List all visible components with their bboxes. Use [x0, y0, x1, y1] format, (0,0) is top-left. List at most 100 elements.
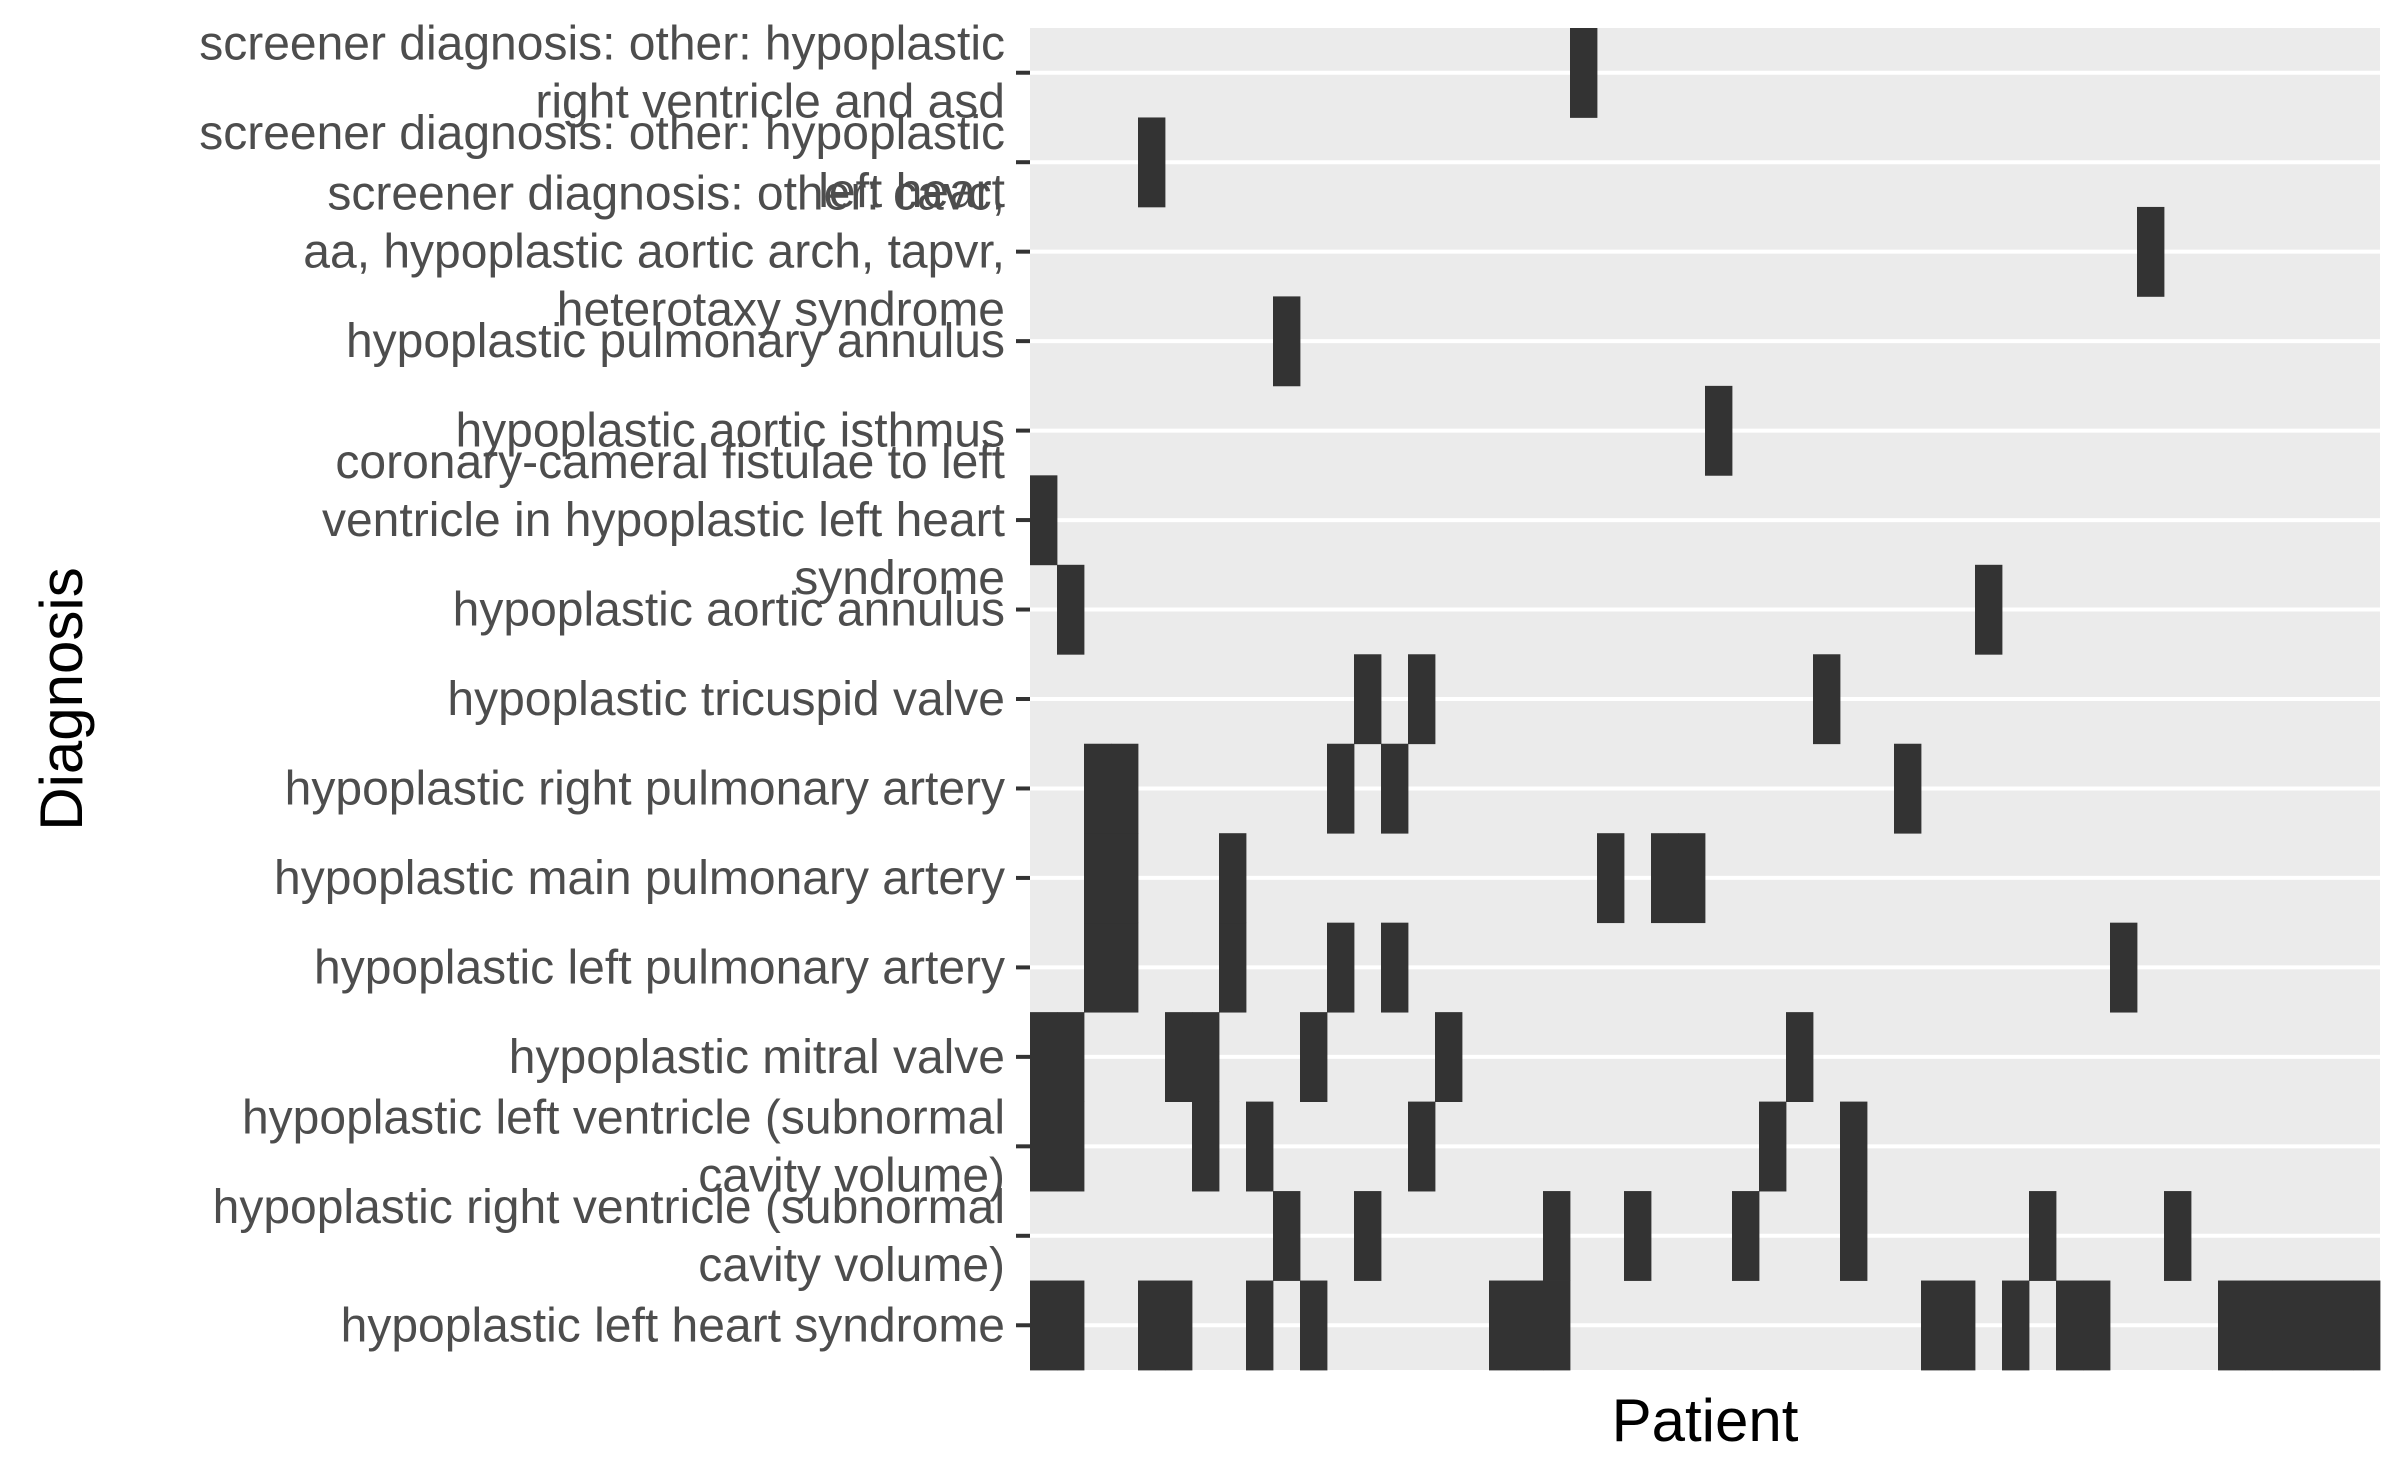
heatmap-cell — [1084, 922, 1112, 1013]
heatmap-cell — [1030, 1280, 1058, 1371]
heatmap-cell — [1057, 1280, 1085, 1371]
heatmap-cell — [1327, 743, 1355, 834]
heatmap-cell — [1273, 1191, 1301, 1281]
heatmap-cell — [1030, 1012, 1058, 1102]
y-tick-label-line: cavity volume) — [698, 1239, 1005, 1292]
heatmap-cell — [1165, 1280, 1193, 1371]
y-tick-label-line: hypoplastic pulmonary annulus — [346, 315, 1005, 368]
heatmap-cell — [1624, 1191, 1652, 1281]
y-tick-label: screener diagnosis: other: hypoplastic le… — [199, 107, 1005, 218]
y-tick-label-line: right ventricle and asd — [535, 76, 1005, 129]
heatmap-cell — [2056, 1280, 2084, 1371]
y-tick-label-line: hypoplastic right ventricle (subnormal — [213, 1181, 1005, 1234]
heatmap-cells — [1030, 28, 2381, 1371]
heatmap-cell — [1813, 654, 1841, 745]
heatmap-cell — [2002, 1280, 2030, 1371]
y-axis-title: Diagnosis — [28, 567, 95, 830]
y-tick-label-line: hypoplastic right pulmonary artery — [285, 762, 1005, 815]
y-tick-label-line: hypoplastic tricuspid valve — [447, 673, 1005, 726]
heatmap-cell — [2110, 922, 2138, 1013]
heatmap-cell — [2272, 1280, 2300, 1371]
heatmap-cell — [1246, 1101, 1274, 1192]
heatmap-cell — [1111, 743, 1139, 834]
heatmap-cell — [1273, 296, 1301, 387]
y-tick-label: hypoplastic tricuspid valve — [447, 673, 1005, 726]
heatmap-cell — [1516, 1280, 1544, 1371]
y-tick-label: hypoplastic pulmonary annulus — [346, 315, 1005, 368]
y-tick-label-line: hypoplastic aortic annulus — [453, 584, 1005, 637]
y-tick-label-line: screener diagnosis: other: cavc, — [327, 168, 1005, 221]
heatmap-cell — [1192, 1101, 1220, 1192]
y-tick-label-line: hypoplastic left heart syndrome — [341, 1299, 1005, 1352]
heatmap-cell — [1219, 922, 1247, 1013]
y-tick-label: hypoplastic main pulmonary artery — [274, 852, 1005, 905]
heatmap-cell — [1678, 833, 1706, 924]
heatmap-cell — [2083, 1280, 2111, 1371]
heatmap-cell — [1948, 1280, 1976, 1371]
y-tick-label-line: cavity volume) — [698, 1149, 1005, 1202]
y-tick-label-line: screener diagnosis: other: hypoplastic — [199, 18, 1005, 71]
y-tick-label-line: hypoplastic mitral valve — [509, 1031, 1005, 1084]
heatmap-cell — [1705, 385, 1733, 476]
heatmap-cell — [1300, 1012, 1328, 1102]
y-tick-label: hypoplastic right pulmonary artery — [285, 762, 1005, 815]
heatmap-cell — [2218, 1280, 2246, 1371]
y-tick-label-line: hypoplastic aortic isthmus — [455, 405, 1005, 458]
y-tick-label: hypoplastic mitral valve — [509, 1031, 1005, 1084]
y-tick-label-line: syndrome — [794, 552, 1005, 605]
heatmap-cell — [1192, 1012, 1220, 1102]
y-tick-label-line: aa, hypoplastic aortic arch, tapvr, — [303, 226, 1005, 279]
y-tick-label: hypoplastic aortic isthmus — [455, 405, 1005, 458]
y-axis-tick-labels: hypoplastic left heart syndrome hypoplast… — [199, 18, 1005, 1353]
heatmap-cell — [2299, 1280, 2327, 1371]
heatmap-cell — [1408, 1101, 1436, 1192]
y-tick-label: screener diagnosis: other: hypoplastic ri… — [199, 18, 1005, 129]
heatmap-cell — [1570, 28, 1598, 118]
y-tick-label: hypoplastic left pulmonary artery — [314, 941, 1005, 994]
heatmap-cell — [2353, 1280, 2381, 1371]
heatmap-cell — [1165, 1012, 1193, 1102]
heatmap-cell — [1111, 922, 1139, 1013]
y-axis-ticks — [1016, 70, 1030, 1328]
y-tick-label: coronary-cameral fistulae to left ventric… — [322, 436, 1005, 605]
heatmap-cell — [1084, 743, 1112, 834]
heatmap-cell — [1030, 1101, 1058, 1192]
heatmap-cell — [1381, 922, 1409, 1013]
heatmap-cell — [2029, 1191, 2057, 1281]
heatmap-cell — [1327, 922, 1355, 1013]
y-tick-label-line: hypoplastic left ventricle (subnormal — [242, 1091, 1005, 1144]
heatmap-cell — [2164, 1191, 2192, 1281]
heatmap-cell — [1354, 1191, 1382, 1281]
heatmap-cell — [1840, 1191, 1868, 1281]
y-tick-label: hypoplastic aortic annulus — [453, 584, 1005, 637]
heatmap-cell — [1786, 1012, 1814, 1102]
heatmap-cell — [1597, 833, 1625, 924]
heatmap-cell — [1489, 1280, 1517, 1371]
y-tick-label-line: hypoplastic main pulmonary artery — [274, 852, 1005, 905]
y-tick-label-line: screener diagnosis: other: hypoplastic — [199, 107, 1005, 160]
heatmap-cell — [1111, 833, 1139, 924]
heatmap-cell — [1138, 117, 1166, 208]
heatmap-cell — [1408, 654, 1436, 745]
heatmap-cell — [1084, 833, 1112, 924]
y-tick-label: hypoplastic right ventricle (subnormal ca… — [213, 1181, 1005, 1292]
heatmap-cell — [1057, 1012, 1085, 1102]
heatmap-cell — [1543, 1191, 1571, 1281]
heatmap-cell — [1651, 833, 1679, 924]
heatmap-cell — [1759, 1101, 1787, 1192]
y-tick-label: screener diagnosis: other: cavc, aa, hypo… — [303, 168, 1005, 337]
heatmap-cell — [2326, 1280, 2354, 1371]
heatmap-cell — [2137, 206, 2165, 297]
heatmap-cell — [1138, 1280, 1166, 1371]
heatmap-cell — [1435, 1012, 1463, 1102]
heatmap-cell — [2245, 1280, 2273, 1371]
y-tick-label: hypoplastic left ventricle (subnormal cav… — [242, 1091, 1005, 1202]
heatmap-cell — [1057, 564, 1085, 655]
heatmap-cell — [1300, 1280, 1328, 1371]
heatmap-cell — [1057, 1101, 1085, 1192]
heatmap-cell — [1354, 654, 1382, 745]
heatmap-cell — [1840, 1101, 1868, 1192]
x-axis-title: Patient — [1612, 1387, 1799, 1454]
heatmap-cell — [1921, 1280, 1949, 1371]
